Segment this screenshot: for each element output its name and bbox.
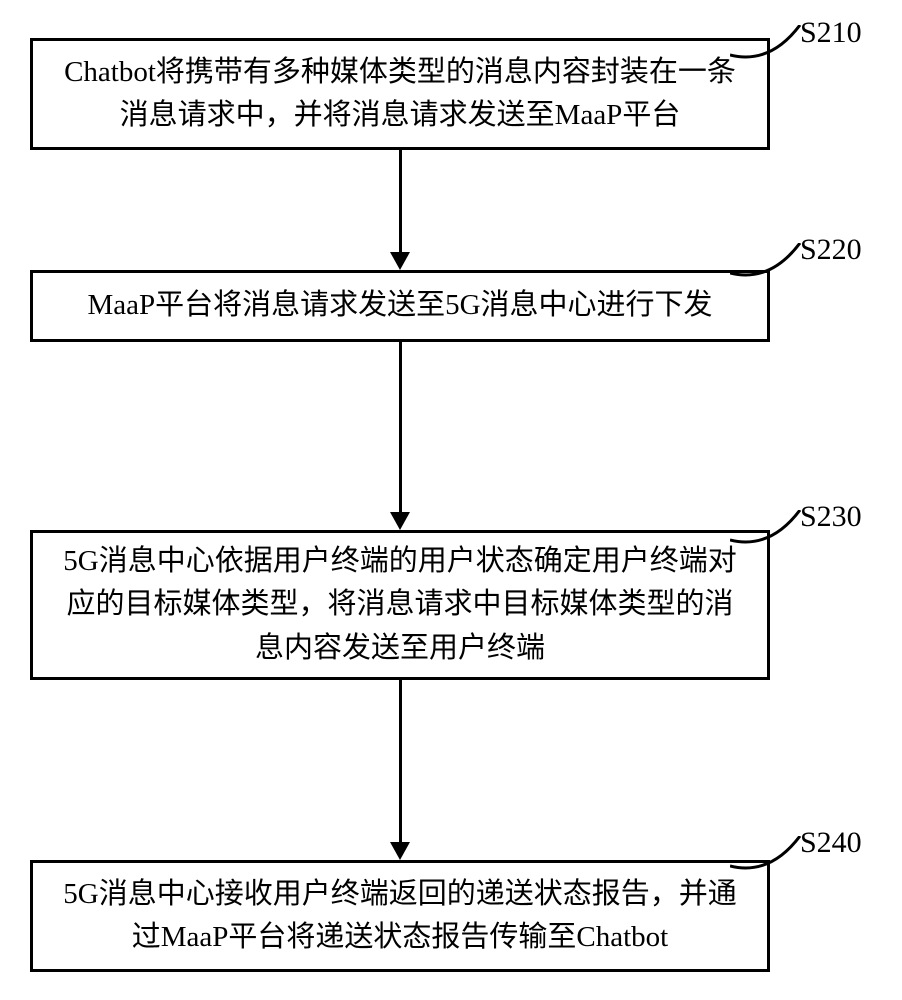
connector-s210 [730,25,810,65]
step-label-s230: S230 [800,500,862,534]
arrow-head-3 [390,842,410,860]
connector-s240 [730,836,810,876]
step-text: Chatbot将携带有多种媒体类型的消息内容封装在一条消息请求中，并将消息请求发… [53,51,747,138]
arrow-line-3 [399,680,402,842]
flowchart-canvas: Chatbot将携带有多种媒体类型的消息内容封装在一条消息请求中，并将消息请求发… [0,0,902,1000]
connector-s220 [730,243,810,283]
step-box-s230: 5G消息中心依据用户终端的用户状态确定用户终端对应的目标媒体类型，将消息请求中目… [30,530,770,680]
step-text: 5G消息中心依据用户终端的用户状态确定用户终端对应的目标媒体类型，将消息请求中目… [53,540,747,671]
step-label-s210: S210 [800,16,862,50]
step-label-s220: S220 [800,233,862,267]
connector-s230 [730,510,810,550]
step-label-s240: S240 [800,826,862,860]
step-box-s240: 5G消息中心接收用户终端返回的递送状态报告，并通过MaaP平台将递送状态报告传输… [30,860,770,972]
step-text: 5G消息中心接收用户终端返回的递送状态报告，并通过MaaP平台将递送状态报告传输… [53,873,747,960]
arrow-line-1 [399,150,402,252]
arrow-head-2 [390,512,410,530]
step-box-s220: MaaP平台将消息请求发送至5G消息中心进行下发 [30,270,770,342]
arrow-line-2 [399,342,402,512]
step-box-s210: Chatbot将携带有多种媒体类型的消息内容封装在一条消息请求中，并将消息请求发… [30,38,770,150]
arrow-head-1 [390,252,410,270]
step-text: MaaP平台将消息请求发送至5G消息中心进行下发 [87,284,712,328]
